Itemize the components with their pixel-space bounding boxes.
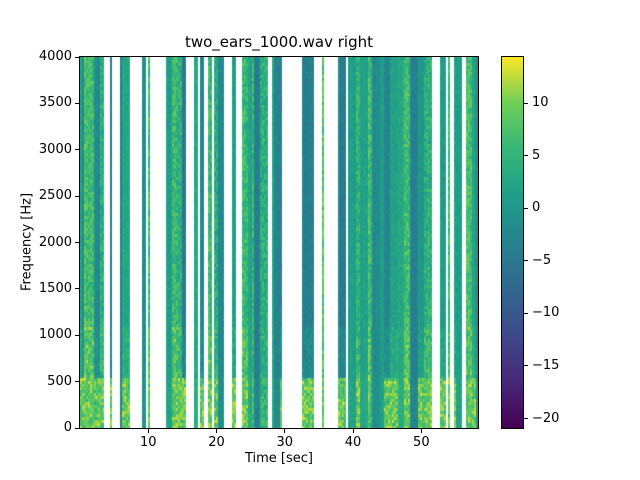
y-tick-label: 2000 — [38, 234, 72, 250]
y-tick-label: 500 — [47, 373, 72, 389]
y-tick-label: 3000 — [38, 141, 72, 157]
colorbar-tick-mark — [524, 155, 528, 157]
y-tick-label: 4000 — [38, 49, 72, 64]
y-tick-mark — [75, 334, 79, 336]
colorbar-tick-mark — [524, 365, 528, 367]
colorbar-tick-label: 5 — [532, 147, 541, 163]
y-tick-mark — [75, 102, 79, 104]
colorbar-tick-label: −20 — [532, 410, 560, 426]
colorbar-tick-label: 10 — [532, 95, 549, 111]
y-tick-label: 1000 — [38, 327, 72, 343]
x-tick-label: 40 — [344, 435, 362, 450]
x-axis-label: Time [sec] — [244, 451, 313, 466]
x-tick-mark — [147, 429, 149, 433]
x-tick-mark — [284, 429, 286, 433]
x-tick-label: 50 — [413, 435, 430, 450]
y-tick-mark — [75, 195, 79, 197]
x-tick-mark — [352, 429, 354, 433]
chart-title: two_ears_1000.wav right — [184, 33, 374, 51]
y-tick-mark — [75, 427, 79, 429]
colorbar-tick-label: −15 — [532, 357, 560, 373]
colorbar-tick-mark — [524, 312, 528, 314]
y-tick-mark — [75, 56, 79, 58]
y-tick-mark — [75, 149, 79, 151]
y-tick-mark — [75, 288, 79, 290]
y-tick-label: 3500 — [38, 95, 72, 111]
colorbar-tick-label: −5 — [532, 252, 552, 268]
x-tick-label: 10 — [139, 435, 157, 450]
colorbar-tick-label: −10 — [532, 305, 560, 321]
colorbar-gradient — [502, 57, 523, 428]
colorbar-tick-mark — [524, 207, 528, 209]
x-tick-mark — [420, 429, 422, 433]
y-tick-label: 1500 — [38, 280, 72, 296]
colorbar-tick-label: 0 — [532, 200, 541, 216]
x-tick-mark — [216, 429, 218, 433]
x-tick-label: 30 — [276, 435, 294, 450]
x-tick-label: 20 — [208, 435, 225, 450]
colorbar-tick-mark — [524, 102, 528, 104]
y-tick-mark — [75, 381, 79, 383]
spectrogram-image — [80, 57, 478, 428]
colorbar-tick-mark — [524, 418, 528, 420]
y-tick-mark — [75, 242, 79, 243]
y-tick-label: 2500 — [38, 188, 72, 204]
y-tick-label: 0 — [63, 420, 72, 435]
colorbar-tick-mark — [524, 260, 528, 262]
